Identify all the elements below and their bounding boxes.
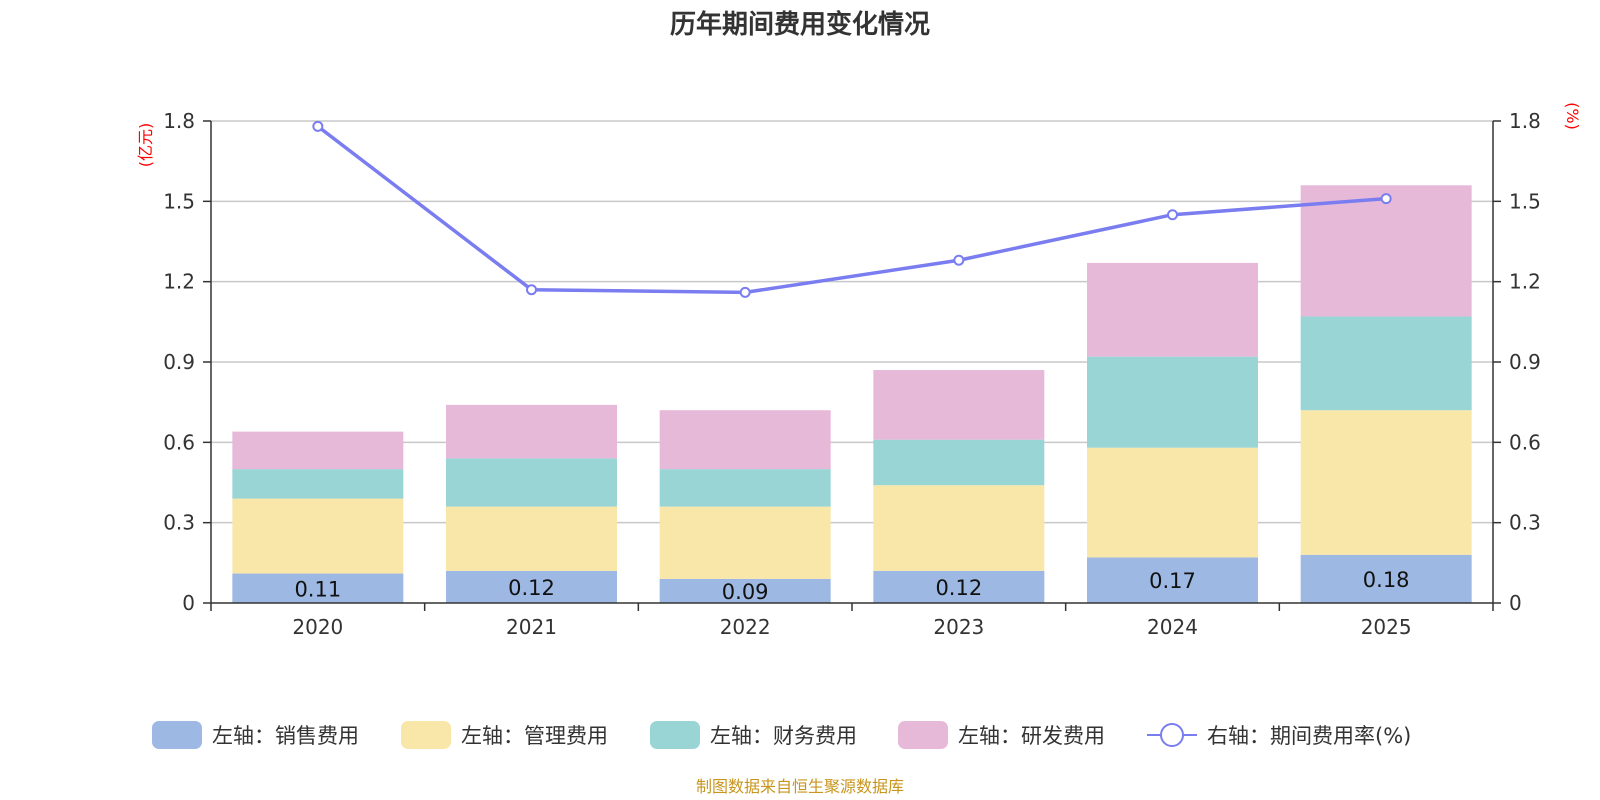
- rate-point: [1167, 209, 1178, 221]
- bar-segment: [659, 410, 831, 470]
- bar-segment: [232, 498, 404, 574]
- bar-segment: [446, 570, 617, 603]
- bar-segment: [1300, 410, 1472, 555]
- y-left-tick-label: 0: [182, 591, 195, 615]
- bar-data-label: 0.11: [294, 577, 341, 601]
- y-right-tick-label: 0.3: [1509, 511, 1541, 535]
- y-left-tick-label: 0.6: [163, 430, 195, 454]
- y-left-tick-label: 1.2: [163, 270, 195, 294]
- left-axis-unit: (亿元): [136, 123, 155, 168]
- bar-segment: [659, 469, 831, 507]
- bar-segment: [446, 404, 617, 459]
- bar-series: [232, 185, 1472, 603]
- legend-swatch: [898, 721, 948, 749]
- rate-line: [316, 124, 1387, 295]
- legend: 左轴：销售费用 左轴：管理费用 左轴：财务费用 左轴：研发费用 右轴：期间费用率(%): [152, 721, 1411, 749]
- bar-data-label: 0.17: [1149, 569, 1196, 593]
- legend-label: 左轴：销售费用: [212, 724, 359, 748]
- legend-swatch: [152, 721, 202, 749]
- rate-point: [526, 284, 537, 296]
- y-left-tick-label: 0.9: [163, 350, 195, 374]
- legend-label: 左轴：管理费用: [461, 724, 608, 748]
- source-note: 制图数据来自恒生聚源数据库: [696, 777, 904, 796]
- bar-segment: [1087, 557, 1258, 603]
- right-axis-unit: (%): [1563, 102, 1582, 130]
- x-tick-label: 2021: [506, 615, 557, 639]
- x-tick-label: 2024: [1147, 615, 1198, 639]
- chart-title: 历年期间费用变化情况: [670, 9, 930, 40]
- rate-point: [953, 254, 965, 266]
- bar-segment: [1087, 447, 1258, 558]
- legend-label: 右轴：期间费用率(%): [1207, 724, 1411, 748]
- bar-data-label: 0.18: [1363, 568, 1410, 592]
- bar-segment: [446, 458, 617, 507]
- y-right-tick-label: 0.9: [1509, 350, 1541, 374]
- y-axis-right-ticks: 0 0.3 0.6 0.9 1.2 1.5 1.8: [1509, 109, 1541, 615]
- rate-point: [1380, 193, 1392, 205]
- y-left-tick-label: 1.5: [163, 189, 195, 213]
- bar-segment: [1300, 316, 1472, 411]
- bar-segment: [873, 485, 1045, 571]
- y-right-tick-label: 1.5: [1509, 189, 1541, 213]
- y-left-tick-label: 1.8: [163, 109, 195, 133]
- bar-segment: [232, 469, 404, 499]
- bar-data-label: 0.09: [722, 580, 769, 604]
- legend-swatch: [650, 721, 700, 749]
- bar-segment: [1300, 185, 1472, 317]
- rate-point: [739, 286, 751, 298]
- bar-segment: [873, 370, 1045, 440]
- legend-label: 左轴：财务费用: [710, 724, 857, 748]
- axes: [203, 120, 1501, 611]
- x-tick-label: 2025: [1361, 615, 1412, 639]
- bar-segment: [659, 506, 831, 579]
- bar-segment: [1087, 262, 1258, 357]
- bar-data-label: 0.12: [935, 576, 982, 600]
- legend-marker: [1160, 723, 1184, 747]
- y-axis-left-ticks: 0 0.3 0.6 0.9 1.2 1.5 1.8: [163, 109, 195, 615]
- x-tick-label: 2020: [292, 615, 343, 639]
- y-right-tick-label: 1.2: [1509, 270, 1541, 294]
- legend-swatch: [401, 721, 451, 749]
- bar-segment: [1087, 356, 1258, 448]
- y-right-tick-label: 1.8: [1509, 109, 1541, 133]
- legend-label: 左轴：研发费用: [958, 724, 1105, 748]
- rate-point: [312, 120, 324, 132]
- y-right-tick-label: 0.6: [1509, 430, 1541, 454]
- bar-data-label: 0.12: [508, 576, 555, 600]
- bar-segment: [659, 578, 831, 603]
- bar-segment: [873, 439, 1045, 486]
- line-series: [312, 120, 1392, 298]
- bar-segment: [1300, 554, 1472, 603]
- data-labels: 0.11 0.12 0.09 0.12 0.17 0.18: [294, 568, 1409, 604]
- bar-segment: [873, 570, 1045, 603]
- y-right-tick-label: 0: [1509, 591, 1522, 615]
- bar-segment: [232, 573, 404, 603]
- y-left-tick-label: 0.3: [163, 511, 195, 535]
- x-tick-label: 2023: [933, 615, 984, 639]
- bar-segment: [232, 431, 404, 470]
- x-axis-ticks: 2020 2021 2022 2023 2024 2025: [292, 615, 1411, 639]
- bar-segment: [446, 506, 617, 571]
- x-tick-label: 2022: [720, 615, 771, 639]
- grid-lines: [211, 120, 1493, 524]
